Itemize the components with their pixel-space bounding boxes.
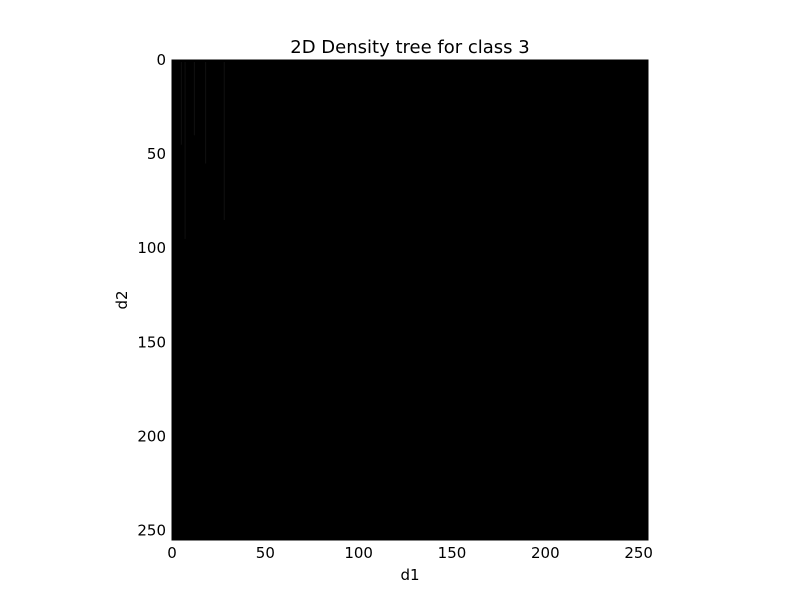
y-tick-label: 250 <box>137 522 166 540</box>
x-tick-label: 0 <box>167 544 177 562</box>
y-axis-ticks: 0 50 100 150 200 250 <box>137 51 177 540</box>
x-tick-label: 50 <box>256 544 275 562</box>
x-axis-ticks: 0 50 100 150 200 250 <box>167 535 653 562</box>
x-tick-label: 250 <box>624 544 653 562</box>
heatmap-plot-area <box>172 60 648 540</box>
density-faint-lines <box>180 62 225 239</box>
y-tick-label: 200 <box>137 427 166 445</box>
y-axis-label: d2 <box>113 290 131 309</box>
x-tick-label: 200 <box>531 544 560 562</box>
x-tick-label: 100 <box>344 544 373 562</box>
plot-border <box>171 59 649 541</box>
y-tick-label: 50 <box>147 145 166 163</box>
chart-title: 2D Density tree for class 3 <box>290 37 529 58</box>
y-tick-label: 150 <box>137 333 166 351</box>
y-tick-label: 100 <box>137 239 166 257</box>
x-axis-label: d1 <box>400 566 419 584</box>
y-tick-label: 0 <box>156 51 166 69</box>
x-tick-label: 150 <box>438 544 467 562</box>
